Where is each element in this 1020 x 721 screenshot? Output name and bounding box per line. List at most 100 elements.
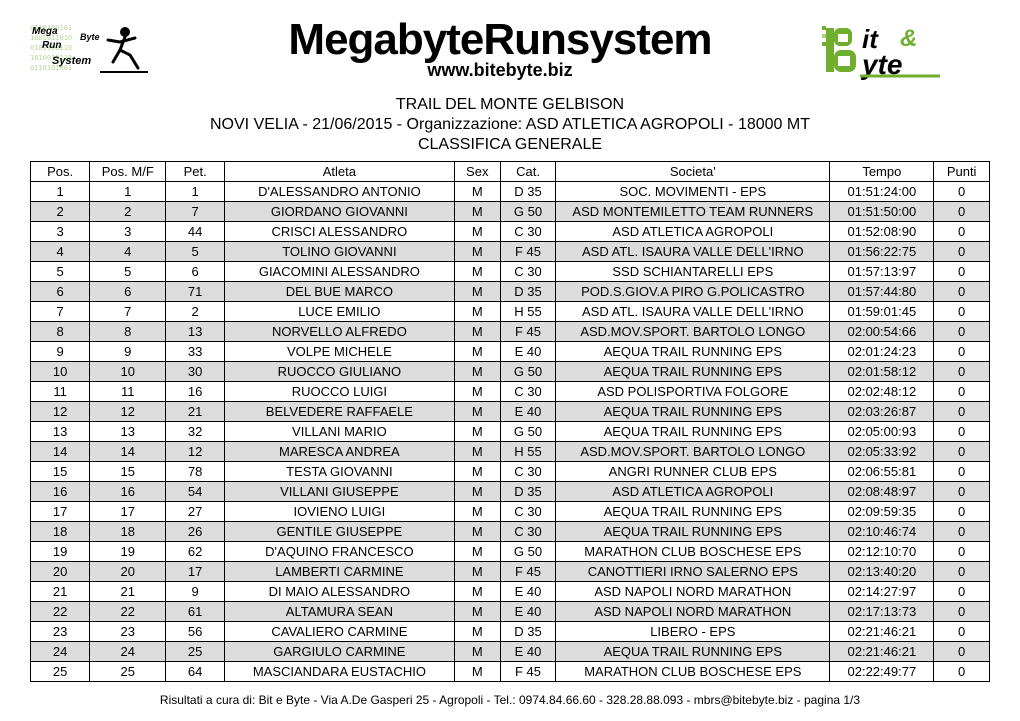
table-cell: MARATHON CLUB BOSCHESE EPS: [556, 542, 830, 562]
table-cell: 02:17:13:73: [830, 602, 934, 622]
column-header: Societa': [556, 162, 830, 182]
table-cell: M: [454, 582, 500, 602]
table-cell: 0: [934, 262, 990, 282]
table-cell: POD.S.GIOV.A PIRO G.POLICASTRO: [556, 282, 830, 302]
table-cell: M: [454, 362, 500, 382]
table-cell: 02:21:46:21: [830, 642, 934, 662]
table-cell: LIBERO - EPS: [556, 622, 830, 642]
table-cell: M: [454, 302, 500, 322]
table-cell: 0: [934, 302, 990, 322]
table-cell: SOC. MOVIMENTI - EPS: [556, 182, 830, 202]
table-cell: F 45: [500, 662, 555, 682]
table-cell: 21: [31, 582, 90, 602]
table-cell: 0: [934, 402, 990, 422]
table-cell: 8: [90, 322, 166, 342]
table-cell: 64: [166, 662, 225, 682]
table-cell: ASD POLISPORTIVA FOLGORE: [556, 382, 830, 402]
table-cell: 02:01:24:23: [830, 342, 934, 362]
title-line-2: NOVI VELIA - 21/06/2015 - Organizzazione…: [30, 115, 990, 135]
table-cell: 16: [31, 482, 90, 502]
table-cell: 0: [934, 662, 990, 682]
table-cell: C 30: [500, 502, 555, 522]
table-cell: 01:59:01:45: [830, 302, 934, 322]
table-cell: 02:05:00:93: [830, 422, 934, 442]
table-cell: M: [454, 482, 500, 502]
column-header: Pet.: [166, 162, 225, 182]
table-cell: AEQUA TRAIL RUNNING EPS: [556, 422, 830, 442]
table-row: 141412MARESCA ANDREAMH 55ASD.MOV.SPORT. …: [31, 442, 990, 462]
table-cell: 02:05:33:92: [830, 442, 934, 462]
table-cell: 02:00:54:66: [830, 322, 934, 342]
table-cell: 61: [166, 602, 225, 622]
table-cell: M: [454, 382, 500, 402]
table-cell: 01:52:08:90: [830, 222, 934, 242]
table-cell: D'ALESSANDRO ANTONIO: [225, 182, 455, 202]
table-cell: 14: [31, 442, 90, 462]
title-line-3: CLASSIFICA GENERALE: [30, 135, 990, 155]
table-cell: 02:02:48:12: [830, 382, 934, 402]
table-cell: D 35: [500, 622, 555, 642]
table-cell: D 35: [500, 182, 555, 202]
table-cell: 0: [934, 562, 990, 582]
table-cell: 4: [90, 242, 166, 262]
table-cell: 27: [166, 502, 225, 522]
table-cell: 71: [166, 282, 225, 302]
table-cell: E 40: [500, 582, 555, 602]
table-cell: 02:01:58:12: [830, 362, 934, 382]
table-cell: 17: [166, 562, 225, 582]
table-cell: 8: [31, 322, 90, 342]
table-cell: M: [454, 202, 500, 222]
table-cell: F 45: [500, 322, 555, 342]
table-row: 6671DEL BUE MARCOMD 35POD.S.GIOV.A PIRO …: [31, 282, 990, 302]
table-cell: C 30: [500, 262, 555, 282]
table-cell: VILLANI MARIO: [225, 422, 455, 442]
table-cell: MASCIANDARA EUSTACHIO: [225, 662, 455, 682]
table-cell: D 35: [500, 482, 555, 502]
table-cell: VOLPE MICHELE: [225, 342, 455, 362]
table-cell: 01:51:50:00: [830, 202, 934, 222]
table-cell: 0: [934, 542, 990, 562]
table-cell: 24: [90, 642, 166, 662]
table-cell: 12: [31, 402, 90, 422]
table-cell: GARGIULO CARMINE: [225, 642, 455, 662]
table-cell: G 50: [500, 362, 555, 382]
table-cell: ASD ATLETICA AGROPOLI: [556, 482, 830, 502]
table-cell: 0: [934, 342, 990, 362]
table-cell: 24: [31, 642, 90, 662]
table-cell: 4: [31, 242, 90, 262]
table-cell: M: [454, 622, 500, 642]
table-cell: M: [454, 342, 500, 362]
table-cell: 0: [934, 422, 990, 442]
table-cell: 0: [934, 462, 990, 482]
table-cell: 22: [31, 602, 90, 622]
table-cell: 6: [90, 282, 166, 302]
logo-right: it & yte: [820, 20, 990, 80]
table-row: 191962D'AQUINO FRANCESCOMG 50MARATHON CL…: [31, 542, 990, 562]
table-row: 9933VOLPE MICHELEME 40AEQUA TRAIL RUNNIN…: [31, 342, 990, 362]
table-cell: 02:08:48:97: [830, 482, 934, 502]
table-cell: 0: [934, 182, 990, 202]
table-cell: 20: [90, 562, 166, 582]
bitbyte-icon: it & yte: [820, 20, 990, 80]
table-row: 227GIORDANO GIOVANNIMG 50ASD MONTEMILETT…: [31, 202, 990, 222]
table-cell: M: [454, 542, 500, 562]
table-cell: 17: [31, 502, 90, 522]
logo-center: MegabyteRunsystem www.bitebyte.biz: [198, 18, 802, 81]
column-header: Pos.: [31, 162, 90, 182]
table-cell: 0: [934, 582, 990, 602]
column-header: Cat.: [500, 162, 555, 182]
table-cell: 62: [166, 542, 225, 562]
table-cell: 78: [166, 462, 225, 482]
table-row: 772LUCE EMILIOMH 55ASD ATL. ISAURA VALLE…: [31, 302, 990, 322]
table-cell: 10: [90, 362, 166, 382]
table-row: 242425GARGIULO CARMINEME 40AEQUA TRAIL R…: [31, 642, 990, 662]
table-row: 222261ALTAMURA SEANME 40ASD NAPOLI NORD …: [31, 602, 990, 622]
table-cell: 0: [934, 622, 990, 642]
table-cell: C 30: [500, 522, 555, 542]
table-row: 445TOLINO GIOVANNIMF 45ASD ATL. ISAURA V…: [31, 242, 990, 262]
table-row: 556GIACOMINI ALESSANDROMC 30SSD SCHIANTA…: [31, 262, 990, 282]
svg-text:&: &: [900, 25, 917, 52]
table-cell: 12: [166, 442, 225, 462]
header: 0110100101 1001011010 0101100110 1010010…: [30, 18, 990, 81]
table-row: 252564MASCIANDARA EUSTACHIOMF 45MARATHON…: [31, 662, 990, 682]
